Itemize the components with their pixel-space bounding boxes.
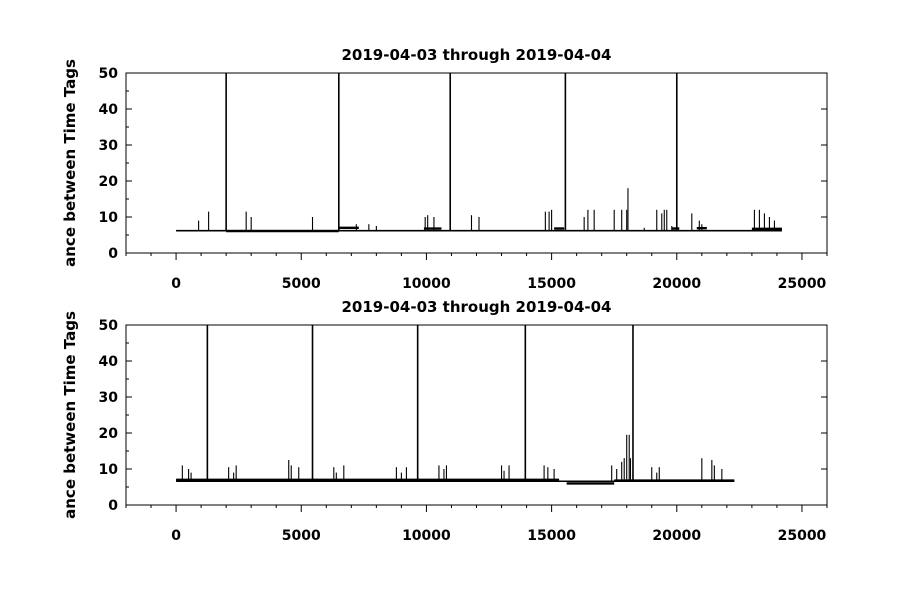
x-tick-label: 15000 [527, 528, 576, 544]
chart-panel-2: 2019-04-03 through 2019-04-04 ance betwee… [61, 298, 828, 544]
x-tick-label: 5000 [282, 528, 321, 544]
y-tick-label: 40 [99, 354, 119, 370]
y-tick-label: 50 [99, 66, 119, 82]
y-tick-label: 30 [99, 390, 119, 406]
x-tick-label: 0 [171, 276, 181, 292]
x-tick-label: 20000 [652, 528, 701, 544]
y-tick-label: 20 [99, 174, 119, 190]
chart-panel-1: 2019-04-03 through 2019-04-04 ance betwee… [61, 46, 828, 292]
x-tick-label: 25000 [778, 528, 827, 544]
y-tick-label: 10 [99, 210, 119, 226]
x-tick-label: 0 [171, 528, 181, 544]
y-tick-label: 0 [108, 498, 118, 514]
y-tick-label: 30 [99, 138, 119, 154]
y-tick-label: 20 [99, 426, 119, 442]
y-axis-label: ance between Time Tags [61, 311, 79, 519]
y-tick-label: 40 [99, 102, 119, 118]
x-tick-label: 15000 [527, 276, 576, 292]
x-tick-label: 5000 [282, 276, 321, 292]
x-tick-label: 25000 [778, 276, 827, 292]
chart-title: 2019-04-03 through 2019-04-04 [342, 298, 612, 316]
y-axis-label: ance between Time Tags [61, 59, 79, 267]
y-tick-label: 50 [99, 318, 119, 334]
x-tick-label: 10000 [402, 276, 451, 292]
x-tick-label: 10000 [402, 528, 451, 544]
y-tick-label: 0 [108, 246, 118, 262]
chart-title: 2019-04-03 through 2019-04-04 [342, 46, 612, 64]
plot-frame [125, 72, 828, 254]
x-tick-label: 20000 [652, 276, 701, 292]
y-tick-label: 10 [99, 462, 119, 478]
